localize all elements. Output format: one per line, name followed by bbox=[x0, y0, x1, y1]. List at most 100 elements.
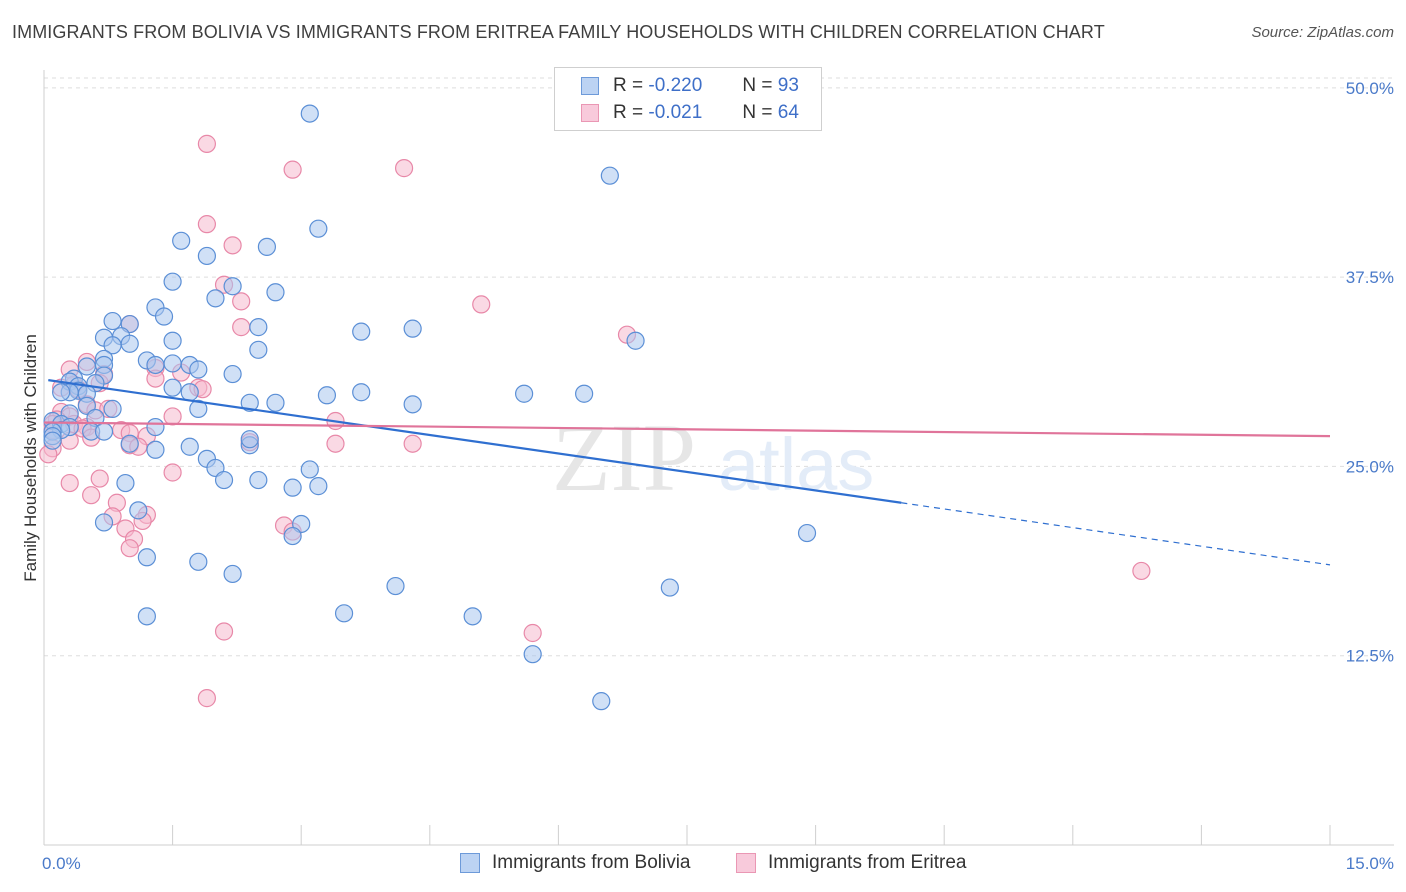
bolivia-point bbox=[592, 692, 611, 711]
bolivia-point bbox=[180, 383, 199, 402]
bolivia-point bbox=[352, 383, 371, 402]
watermark: ZIP atlas bbox=[552, 404, 874, 511]
bolivia-point bbox=[352, 322, 371, 341]
bolivia-point bbox=[660, 578, 679, 597]
bolivia-point bbox=[163, 378, 182, 397]
bottom-legend-swatch-bolivia bbox=[460, 853, 480, 873]
y-tick-label: 12.5% bbox=[1346, 647, 1394, 666]
x-tick-label-min: 0.0% bbox=[42, 854, 81, 873]
eritrea-point bbox=[523, 623, 542, 643]
bolivia-point bbox=[300, 104, 319, 123]
bolivia-point bbox=[403, 319, 422, 338]
trend-lines bbox=[43, 379, 1331, 566]
eritrea-point bbox=[82, 486, 101, 505]
legend-row-bolivia: R = -0.220 N = 93 bbox=[581, 73, 799, 99]
eritrea-point bbox=[90, 469, 109, 488]
eritrea-trend-line bbox=[43, 421, 1331, 438]
legend-n-label: N = bbox=[742, 102, 773, 123]
legend-swatch-bolivia bbox=[581, 77, 599, 95]
bolivia-point bbox=[146, 440, 165, 459]
eritrea-point bbox=[197, 215, 216, 234]
bolivia-point bbox=[172, 231, 191, 250]
bolivia-point bbox=[240, 393, 259, 412]
bolivia-trend-line bbox=[48, 379, 902, 504]
bolivia-point bbox=[206, 289, 225, 308]
chart-title: IMMIGRANTS FROM BOLIVIA VS IMMIGRANTS FR… bbox=[12, 22, 1105, 42]
bolivia-point bbox=[52, 383, 71, 402]
bolivia-point bbox=[154, 307, 174, 326]
eritrea-point bbox=[197, 689, 216, 708]
bolivia-point bbox=[515, 384, 534, 403]
bolivia-point bbox=[386, 576, 405, 596]
y-axis-title: Family Households with Children bbox=[21, 334, 40, 582]
legend-n-value: 64 bbox=[777, 102, 799, 123]
correlation-legend: R = -0.220 N = 93 R = -0.021 N = 64 bbox=[554, 67, 822, 131]
bolivia-point bbox=[283, 526, 302, 546]
bolivia-point bbox=[129, 501, 148, 520]
legend-swatch-eritrea bbox=[581, 104, 599, 122]
bolivia-point bbox=[214, 470, 234, 490]
bottom-legend-bolivia: Immigrants from Bolivia bbox=[460, 852, 691, 874]
bolivia-point bbox=[600, 166, 619, 185]
watermark-zip: ZIP bbox=[552, 404, 696, 511]
bolivia-point bbox=[189, 399, 208, 418]
bolivia-point bbox=[223, 364, 242, 384]
eritrea-point bbox=[163, 407, 182, 426]
eritrea-point bbox=[326, 434, 345, 453]
bolivia-point bbox=[163, 331, 182, 350]
bolivia-point bbox=[317, 386, 337, 405]
bolivia-point bbox=[334, 604, 354, 623]
legend-r-label: R = bbox=[613, 102, 644, 123]
bolivia-point bbox=[309, 477, 328, 496]
bolivia-point bbox=[94, 513, 114, 532]
bolivia-point bbox=[249, 340, 268, 359]
bolivia-point bbox=[626, 331, 645, 350]
eritrea-point bbox=[197, 134, 216, 153]
legend-r-value: -0.220 bbox=[648, 75, 703, 96]
y-tick-labels: 12.5% 25.0% 37.5% 50.0% bbox=[1346, 79, 1394, 666]
bolivia-point bbox=[94, 422, 114, 441]
bolivia-point bbox=[403, 395, 422, 414]
bolivia-point bbox=[223, 564, 242, 584]
chart-source: Source: ZipAtlas.com bbox=[1251, 24, 1394, 41]
bolivia-point bbox=[197, 246, 216, 266]
bolivia-point bbox=[103, 399, 122, 418]
bolivia-trend-extension bbox=[901, 502, 1331, 566]
bolivia-point bbox=[266, 393, 285, 412]
bolivia-point bbox=[249, 470, 268, 490]
eritrea-point bbox=[1132, 561, 1151, 581]
eritrea-point bbox=[472, 295, 491, 314]
bolivia-point bbox=[300, 460, 319, 479]
x-ticks bbox=[43, 825, 1331, 845]
eritrea-point bbox=[223, 236, 242, 255]
bolivia-point bbox=[43, 431, 62, 450]
bolivia-point bbox=[146, 417, 165, 437]
eritrea-point bbox=[283, 160, 302, 179]
bottom-legend-label-bolivia: Immigrants from Bolivia bbox=[492, 852, 691, 873]
bolivia-point bbox=[463, 607, 482, 626]
bolivia-point bbox=[249, 318, 268, 337]
y-tick-label: 50.0% bbox=[1346, 79, 1394, 98]
eritrea-point bbox=[214, 622, 234, 641]
bolivia-point bbox=[283, 478, 302, 497]
eritrea-point bbox=[394, 159, 414, 178]
bottom-legend-label-eritrea: Immigrants from Eritrea bbox=[768, 852, 967, 873]
bolivia-point bbox=[523, 645, 542, 664]
bolivia-point bbox=[137, 548, 156, 567]
y-tick-label: 25.0% bbox=[1346, 457, 1394, 476]
bolivia-point bbox=[257, 237, 277, 256]
y-tick-label: 37.5% bbox=[1346, 268, 1394, 287]
bolivia-point bbox=[575, 384, 594, 403]
bottom-legend-swatch-eritrea bbox=[736, 853, 756, 873]
bolivia-point bbox=[103, 336, 122, 355]
eritrea-point bbox=[232, 292, 251, 311]
bolivia-point bbox=[797, 523, 817, 543]
bolivia-point bbox=[103, 311, 122, 331]
bolivia-point bbox=[163, 354, 182, 373]
bolivia-point bbox=[120, 434, 139, 453]
bolivia-point bbox=[309, 219, 328, 238]
legend-row-eritrea: R = -0.021 N = 64 bbox=[581, 100, 799, 126]
bolivia-point bbox=[223, 277, 242, 296]
bolivia-point bbox=[120, 334, 139, 353]
